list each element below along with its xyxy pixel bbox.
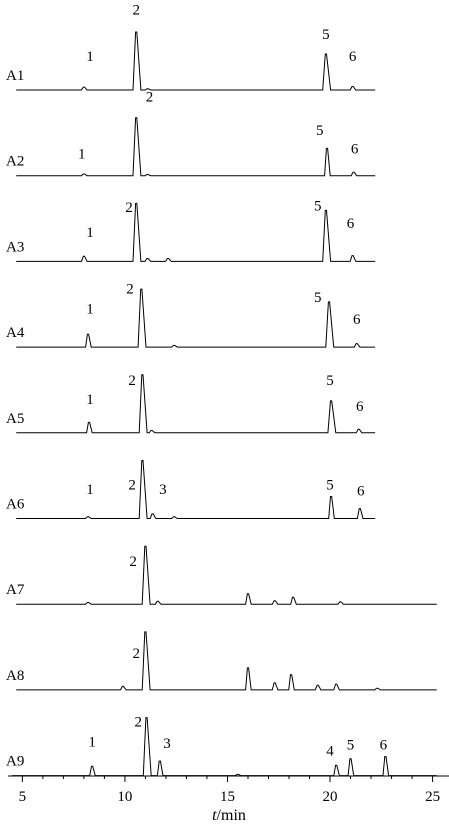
- peak-label-a3-6: 6: [347, 216, 355, 232]
- peak-label-a2-2: 2: [146, 90, 154, 106]
- trace-a1: [16, 31, 376, 91]
- row-label-a4: A4: [6, 325, 25, 341]
- peak-label-a2-6: 6: [351, 142, 359, 158]
- peak-label-a7-2: 2: [129, 554, 137, 570]
- trace-a9: [12, 717, 437, 777]
- x-axis-unit: /min: [217, 807, 246, 824]
- peak-label-a6-5: 5: [326, 478, 334, 494]
- x-tick-label-15: 15: [220, 789, 235, 805]
- peak-label-a9-4: 4: [326, 743, 334, 759]
- peak-label-a6-6: 6: [357, 483, 365, 499]
- peak-label-a5-2: 2: [128, 373, 136, 389]
- x-axis-var: t: [212, 807, 217, 824]
- peak-label-a3-5: 5: [314, 198, 322, 214]
- trace-a7: [16, 545, 437, 605]
- row-label-a5: A5: [6, 411, 24, 427]
- peak-label-a5-6: 6: [356, 399, 364, 415]
- peak-label-a9-1: 1: [88, 735, 96, 751]
- peak-label-a8-2: 2: [132, 646, 140, 662]
- peak-label-a9-3: 3: [163, 736, 171, 752]
- trace-a2: [16, 117, 376, 177]
- peak-label-a3-1: 1: [86, 225, 94, 241]
- peak-label-a6-3: 3: [159, 482, 167, 498]
- peak-label-a1-6: 6: [349, 49, 357, 65]
- x-tick-label-5: 5: [19, 789, 27, 805]
- peak-label-a1-1: 1: [86, 49, 94, 65]
- row-label-a9: A9: [6, 754, 24, 770]
- peak-label-a1-2: 2: [132, 3, 140, 19]
- trace-a6: [16, 460, 376, 519]
- row-label-a2: A2: [6, 154, 24, 170]
- traces-group: A1 1 2 5 6 A2 1 2 5 6 A3 1 2 5 6 A4 1 2 5 6 A5 1 2 5 6 A6 1 2 3 5 6 A7 2…: [6, 3, 437, 777]
- peak-label-a5-1: 1: [86, 392, 94, 408]
- x-tick-label-25: 25: [425, 789, 440, 805]
- trace-a8: [16, 631, 437, 691]
- row-label-a3: A3: [6, 239, 24, 255]
- peak-label-a4-2: 2: [126, 282, 134, 298]
- x-tick-label-20: 20: [323, 789, 338, 805]
- peak-label-a2-1: 1: [78, 146, 86, 162]
- row-label-a7: A7: [6, 582, 25, 598]
- peak-label-a9-2: 2: [134, 714, 142, 730]
- x-axis: 5 10 15 20 25: [8, 775, 449, 805]
- row-label-a8: A8: [6, 668, 24, 684]
- trace-a3: [16, 202, 376, 262]
- peak-label-a9-6: 6: [380, 738, 388, 754]
- peak-label-a5-5: 5: [326, 373, 334, 389]
- trace-a5: [16, 374, 376, 434]
- x-tick-label-10: 10: [117, 789, 132, 805]
- peak-label-a6-1: 1: [86, 482, 94, 498]
- peak-label-a2-5: 5: [316, 123, 324, 139]
- peak-label-a6-2: 2: [128, 478, 136, 494]
- x-axis-title: t/min: [212, 807, 246, 824]
- peak-label-a3-2: 2: [125, 200, 133, 216]
- row-label-a1: A1: [6, 68, 24, 84]
- trace-a4: [16, 288, 376, 348]
- peak-label-a1-5: 5: [322, 27, 330, 43]
- peak-label-a4-6: 6: [353, 312, 361, 328]
- peak-label-a4-5: 5: [314, 290, 322, 306]
- row-label-a6: A6: [6, 497, 25, 513]
- peak-label-a9-5: 5: [347, 738, 355, 754]
- peak-label-a4-1: 1: [86, 302, 94, 318]
